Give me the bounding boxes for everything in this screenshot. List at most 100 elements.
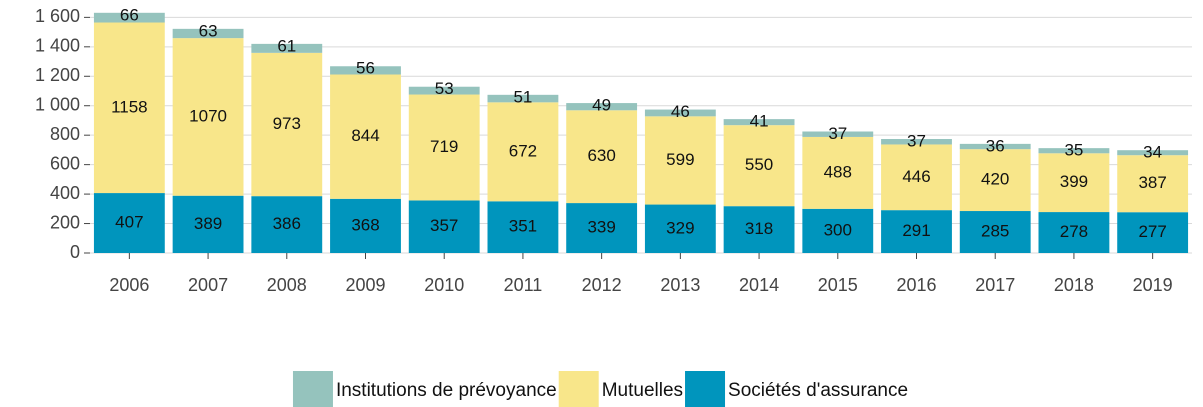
x-tick-label: 2009 bbox=[345, 275, 385, 295]
bar-segment bbox=[172, 195, 244, 253]
y-tick-label: 1 400 bbox=[35, 36, 80, 56]
y-tick-label: 1 600 bbox=[35, 6, 80, 26]
bar-segment bbox=[723, 125, 795, 207]
bar-segment bbox=[1038, 148, 1110, 154]
value-label: 399 bbox=[1060, 172, 1088, 191]
value-label: 329 bbox=[666, 218, 694, 237]
value-label: 386 bbox=[273, 214, 301, 233]
value-label: 35 bbox=[1064, 141, 1083, 160]
bar-segment bbox=[723, 206, 795, 253]
bar-segment bbox=[330, 74, 401, 199]
x-tick-label: 2011 bbox=[504, 275, 543, 295]
value-label: 61 bbox=[277, 36, 296, 55]
bar-segment bbox=[566, 110, 638, 204]
bar-segment bbox=[881, 144, 952, 211]
y-tick-label: 1 000 bbox=[35, 94, 80, 114]
bar-segment bbox=[802, 208, 874, 253]
bar-segment bbox=[723, 119, 795, 126]
bar-segment bbox=[959, 149, 1031, 212]
legend-swatch bbox=[685, 371, 726, 407]
value-label: 49 bbox=[592, 96, 611, 115]
value-label: 973 bbox=[273, 114, 301, 133]
bar-segment bbox=[1038, 212, 1110, 253]
value-label: 368 bbox=[351, 215, 379, 234]
x-tick-label: 2019 bbox=[1133, 275, 1173, 295]
bar-segment bbox=[487, 102, 559, 202]
bar-segment bbox=[172, 38, 244, 196]
bar-segment bbox=[644, 116, 716, 205]
bar-segment bbox=[93, 22, 165, 194]
y-tick-label: 0 bbox=[70, 242, 80, 262]
bar-segment bbox=[881, 139, 952, 145]
value-label: 420 bbox=[981, 170, 1009, 189]
value-label: 51 bbox=[513, 87, 532, 106]
bar-segment bbox=[959, 143, 1031, 150]
bar-segment bbox=[487, 201, 559, 253]
bar-segment bbox=[566, 103, 638, 111]
value-label: 389 bbox=[194, 214, 222, 233]
value-label: 599 bbox=[666, 150, 694, 169]
value-label: 46 bbox=[671, 102, 690, 121]
value-label: 1158 bbox=[111, 97, 148, 116]
bar-segment bbox=[644, 109, 716, 117]
value-label: 277 bbox=[1138, 222, 1166, 241]
value-label: 37 bbox=[828, 124, 847, 143]
value-label: 351 bbox=[509, 217, 537, 236]
bar-segment bbox=[408, 94, 480, 201]
bar-segment bbox=[644, 204, 716, 253]
value-label: 56 bbox=[356, 59, 375, 78]
value-label: 339 bbox=[587, 218, 615, 237]
bar-segment bbox=[959, 211, 1031, 253]
x-tick-label: 2012 bbox=[582, 275, 622, 295]
x-tick-label: 2006 bbox=[109, 275, 149, 295]
bar-segment bbox=[251, 43, 323, 53]
legend-swatch bbox=[558, 371, 599, 407]
value-label: 719 bbox=[430, 137, 458, 156]
legend-label: Mutuelles bbox=[602, 380, 683, 401]
x-tick-label: 2014 bbox=[739, 275, 779, 295]
x-tick-label: 2013 bbox=[660, 275, 700, 295]
bar-segment bbox=[408, 200, 480, 253]
legend-label: Sociétés d'assurance bbox=[728, 380, 908, 401]
x-tick-label: 2017 bbox=[975, 275, 1015, 295]
y-tick-label: 200 bbox=[50, 212, 80, 232]
value-label: 407 bbox=[115, 213, 143, 232]
y-tick-label: 1 200 bbox=[35, 65, 80, 85]
value-label: 446 bbox=[902, 167, 930, 186]
bar-segment bbox=[1117, 212, 1189, 253]
bar-segment bbox=[172, 28, 244, 39]
x-tick-label: 2016 bbox=[896, 275, 936, 295]
bar-segment bbox=[802, 136, 874, 209]
bar-segment bbox=[1117, 150, 1189, 156]
value-label: 34 bbox=[1143, 143, 1162, 162]
legend-label: Institutions de prévoyance bbox=[336, 380, 557, 401]
value-label: 844 bbox=[351, 126, 379, 145]
bar-segment bbox=[93, 193, 165, 253]
value-label: 66 bbox=[120, 5, 139, 24]
bar-segment bbox=[330, 198, 401, 253]
y-tick-label: 600 bbox=[50, 153, 80, 173]
bar-segment bbox=[408, 86, 480, 95]
bar-segment bbox=[251, 52, 323, 197]
y-tick-label: 400 bbox=[50, 183, 80, 203]
bar-segment bbox=[881, 210, 952, 253]
x-tick-label: 2018 bbox=[1054, 275, 1094, 295]
value-label: 291 bbox=[902, 221, 930, 240]
value-label: 672 bbox=[509, 141, 537, 160]
bar-segment bbox=[251, 196, 323, 253]
value-label: 357 bbox=[430, 216, 458, 235]
value-label: 36 bbox=[986, 136, 1005, 155]
value-label: 488 bbox=[824, 162, 852, 181]
x-tick-label: 2008 bbox=[267, 275, 307, 295]
value-label: 53 bbox=[435, 79, 454, 98]
bar-segment bbox=[566, 203, 638, 253]
legend-swatch bbox=[292, 371, 333, 407]
value-label: 550 bbox=[745, 155, 773, 174]
bar-segment bbox=[802, 131, 874, 137]
value-label: 278 bbox=[1060, 222, 1088, 241]
value-label: 300 bbox=[824, 220, 852, 239]
y-tick-label: 800 bbox=[50, 124, 80, 144]
value-label: 630 bbox=[587, 146, 615, 165]
value-label: 1070 bbox=[189, 106, 227, 125]
